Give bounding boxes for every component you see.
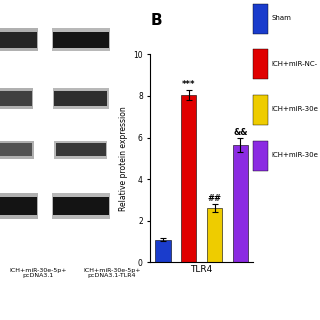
Bar [53, 197, 109, 215]
Bar [0, 143, 32, 156]
Bar [0, 193, 38, 219]
Bar [155, 239, 171, 262]
Text: ICH+miR-30e-5p+
pcDNA3.1-TLR4: ICH+miR-30e-5p+ pcDNA3.1-TLR4 [83, 268, 140, 278]
Bar [207, 208, 222, 262]
Bar [54, 141, 108, 159]
X-axis label: TLR4: TLR4 [190, 265, 213, 274]
Bar [54, 92, 108, 106]
Text: ***: *** [182, 80, 196, 89]
Bar [253, 95, 268, 125]
Y-axis label: Relative protein expression: Relative protein expression [119, 106, 128, 211]
Bar [52, 193, 110, 219]
Text: ICH+miR-30e: ICH+miR-30e [272, 152, 318, 158]
Bar [53, 88, 109, 109]
Text: ICH+miR-NC-: ICH+miR-NC- [272, 60, 318, 67]
Text: B: B [150, 13, 162, 28]
Text: ICH+miR-30e: ICH+miR-30e [272, 106, 318, 112]
Bar [0, 92, 32, 106]
Text: Sham: Sham [272, 15, 292, 21]
Text: ##: ## [208, 194, 221, 203]
Bar [53, 32, 109, 48]
Text: ICH+miR-30e-5p+
pcDNA3.1: ICH+miR-30e-5p+ pcDNA3.1 [10, 268, 67, 278]
Bar [0, 28, 38, 51]
Bar [0, 197, 37, 215]
Bar [0, 141, 34, 159]
Bar [253, 141, 268, 171]
Text: &&: && [233, 128, 248, 137]
Bar [56, 143, 106, 156]
Bar [0, 32, 37, 48]
Bar [0, 88, 33, 109]
Bar [233, 145, 248, 262]
Bar [253, 49, 268, 79]
Bar [181, 95, 196, 262]
Bar [253, 4, 268, 34]
Bar [52, 28, 110, 51]
